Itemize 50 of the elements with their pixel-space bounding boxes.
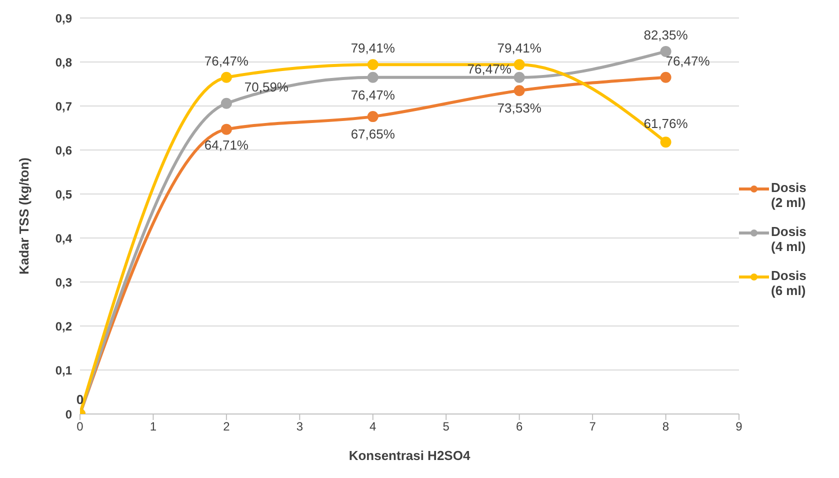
y-tick-label: 0 xyxy=(65,407,72,422)
annotation: 79,41% xyxy=(497,40,542,56)
point xyxy=(660,72,672,83)
y-tick-label: 0,7 xyxy=(55,99,72,114)
y-axis-title: Kadar TSS (kg/ton) xyxy=(16,157,32,275)
legend-label: Dosis (2 ml) xyxy=(771,180,808,210)
annotation: 70,59% xyxy=(244,79,289,94)
annotation: 76,47% xyxy=(467,61,512,76)
y-tick-label: 0,3 xyxy=(55,275,72,290)
x-axis-title: Konsentrasi H2SO4 xyxy=(348,448,471,463)
point xyxy=(660,136,672,148)
annotation: 82,35% xyxy=(644,27,688,42)
point xyxy=(367,111,378,122)
point xyxy=(220,72,232,83)
x-tick-label: 8 xyxy=(662,420,670,434)
x-tick-label: 2 xyxy=(223,420,230,434)
point xyxy=(660,46,672,57)
annotation: 76,47% xyxy=(350,87,396,102)
y-tick-label: 0,4 xyxy=(55,231,72,246)
annotation: 76,47% xyxy=(666,53,710,68)
annotation: 0 xyxy=(76,392,84,407)
x-tick-label: 4 xyxy=(370,420,377,434)
y-tick-label: 0,2 xyxy=(55,319,72,334)
annotation: 61,76% xyxy=(644,116,688,132)
x-tick-label: 6 xyxy=(516,420,523,434)
point xyxy=(367,59,378,70)
y-tick-label: 0,6 xyxy=(55,143,72,158)
y-tick-label: 0,9 xyxy=(55,11,72,26)
annotation: 73,53% xyxy=(497,100,542,116)
x-tick-label: 9 xyxy=(736,420,743,434)
annotation: 76,47% xyxy=(204,53,249,68)
point xyxy=(220,98,232,109)
y-tick-label: 0,1 xyxy=(55,363,72,378)
point xyxy=(367,72,378,83)
annotation: 67,65% xyxy=(350,126,396,142)
x-tick-label: 0 xyxy=(76,420,84,434)
point xyxy=(220,124,232,135)
y-tick-label: 0,5 xyxy=(55,187,72,202)
x-tick-label: 3 xyxy=(296,420,304,434)
point xyxy=(514,72,525,83)
x-tick-label: 1 xyxy=(150,420,157,434)
annotation: 79,41% xyxy=(350,40,396,56)
point xyxy=(514,85,525,96)
x-tick-label: 5 xyxy=(442,420,450,434)
x-tick-label: 7 xyxy=(589,420,596,434)
legend-label: Dosis (6 ml) xyxy=(771,268,808,298)
point xyxy=(514,59,525,70)
annotation: 64,71% xyxy=(204,137,249,152)
legend-label: Dosis (4 ml) xyxy=(771,224,808,254)
y-tick-label: 0,8 xyxy=(55,55,72,70)
